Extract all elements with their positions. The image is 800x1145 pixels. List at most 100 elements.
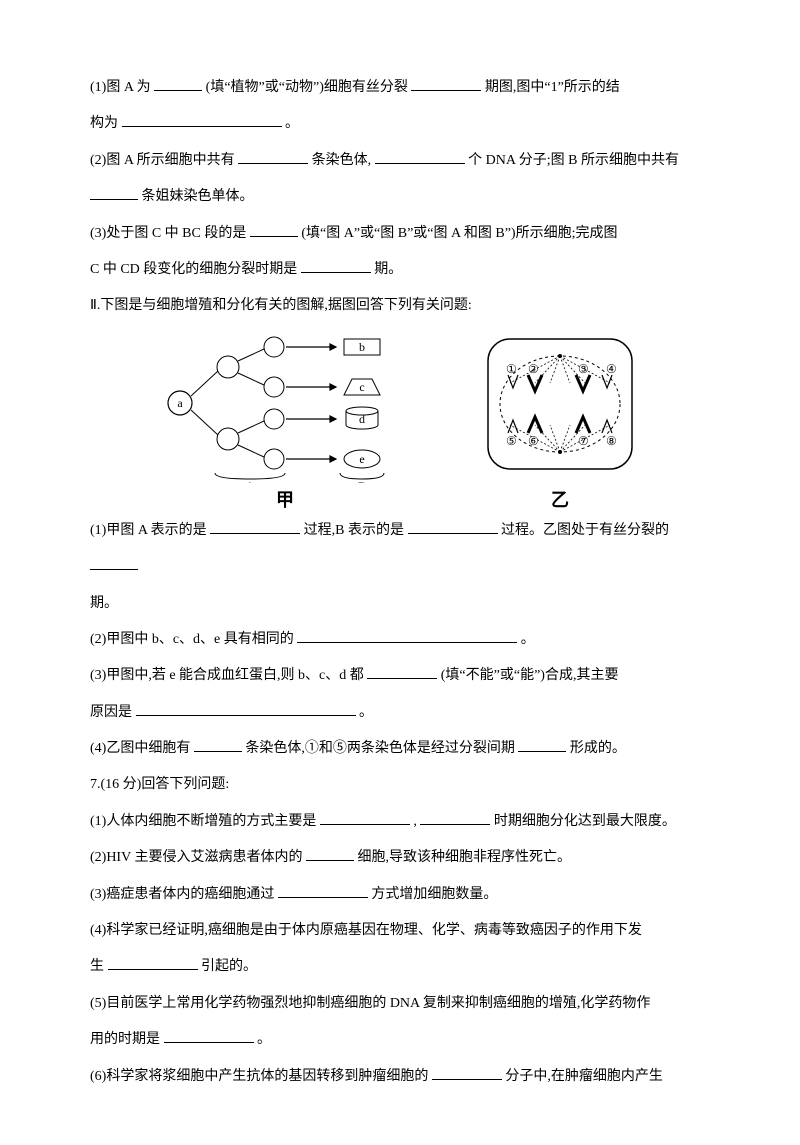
- text: 条染色体,: [312, 153, 372, 168]
- blank: [122, 112, 282, 127]
- text: ,: [413, 814, 417, 829]
- blank: [301, 258, 371, 273]
- text: 原因是: [90, 705, 132, 720]
- text: 分子中,在肿瘤细胞内产生: [505, 1069, 663, 1084]
- q7-4: (4)科学家已经证明,癌细胞是由于体内原癌基因在物理、化学、病毒等致癌因子的作用…: [90, 913, 710, 949]
- blank: [278, 883, 368, 898]
- s1-q2: (2)图 A 所示细胞中共有 条染色体, 个 DNA 分子;图 B 所示细胞中共…: [90, 143, 710, 179]
- shape-b: b: [359, 340, 365, 354]
- blank: [367, 664, 437, 679]
- yi-num-7: ⑦: [578, 434, 589, 448]
- text: 方式增加细胞数量。: [371, 887, 497, 902]
- s2-q1b: 期。: [90, 586, 710, 622]
- blank: [375, 149, 465, 164]
- text: 期。: [90, 596, 118, 611]
- q7-1: (1)人体内细胞不断增殖的方式主要是 , 时期细胞分化达到最大限度。: [90, 804, 710, 840]
- text: 期图,图中“1”所示的结: [485, 80, 620, 95]
- text: 生: [90, 959, 104, 974]
- text: 。: [359, 705, 373, 720]
- s1-q3b: C 中 CD 段变化的细胞分裂时期是 期。: [90, 252, 710, 288]
- brace-B: B: [358, 479, 366, 483]
- q7-5b: 用的时期是 。: [90, 1022, 710, 1058]
- blank: [411, 76, 481, 91]
- brace-A: A: [246, 479, 255, 483]
- page-root: (1)图 A 为 (填“植物”或“动物”)细胞有丝分裂 期图,图中“1”所示的结…: [0, 0, 800, 1145]
- blank: [518, 737, 566, 752]
- s2-q4: (4)乙图中细胞有 条染色体,①和⑤两条染色体是经过分裂间期 形成的。: [90, 731, 710, 767]
- text: 条姐妹染色单体。: [142, 189, 254, 204]
- q7-2: (2)HIV 主要侵入艾滋病患者体内的 细胞,导致该种细胞非程序性死亡。: [90, 840, 710, 876]
- blank: [432, 1065, 502, 1080]
- yi-num-8: ⑧: [606, 434, 617, 448]
- text: (1)人体内细胞不断增殖的方式主要是: [90, 814, 316, 829]
- q7-head: 7.(16 分)回答下列问题:: [90, 767, 710, 803]
- text: (3)处于图 C 中 BC 段的是: [90, 226, 246, 241]
- blank: [408, 519, 498, 534]
- yi-num-3: ③: [578, 362, 589, 376]
- blank: [136, 701, 356, 716]
- shape-d: d: [359, 412, 365, 426]
- text: (3)甲图中,若 e 能合成血红蛋白,则 b、c、d 都: [90, 668, 364, 683]
- text: (3)癌症患者体内的癌细胞通过: [90, 887, 274, 902]
- fig-label-yi: 乙: [480, 491, 640, 509]
- yi-num-4: ④: [606, 362, 617, 376]
- q7-3: (3)癌症患者体内的癌细胞通过 方式增加细胞数量。: [90, 877, 710, 913]
- blank: [90, 555, 138, 570]
- text: (1)图 A 为: [90, 80, 151, 95]
- text: 。: [285, 116, 299, 131]
- q7-5: (5)目前医学上常用化学药物强烈地抑制癌细胞的 DNA 复制来抑制癌细胞的增殖,…: [90, 986, 710, 1022]
- yi-num-6: ⑥: [528, 434, 539, 448]
- node-a: a: [177, 396, 183, 410]
- figure-jia: a: [160, 333, 410, 509]
- blank: [420, 810, 490, 825]
- blank: [238, 149, 308, 164]
- text: C 中 CD 段变化的细胞分裂时期是: [90, 262, 297, 277]
- blank: [297, 628, 517, 643]
- q7-6: (6)科学家将浆细胞中产生抗体的基因转移到肿瘤细胞的 分子中,在肿瘤细胞内产生: [90, 1059, 710, 1095]
- text: 条染色体,①和⑤两条染色体是经过分裂间期: [245, 741, 515, 756]
- text: (填“植物”或“动物”)细胞有丝分裂: [206, 80, 408, 95]
- text: 时期细胞分化达到最大限度。: [494, 814, 676, 829]
- blank: [154, 76, 202, 91]
- s2-q3: (3)甲图中,若 e 能合成血红蛋白,则 b、c、d 都 (填“不能”或“能”)…: [90, 658, 710, 694]
- blank: [210, 519, 300, 534]
- blank: [250, 222, 298, 237]
- s2-q2: (2)甲图中 b、c、d、e 具有相同的 。: [90, 622, 710, 658]
- text: 个 DNA 分子;图 B 所示细胞中共有: [468, 153, 679, 168]
- s2-q1: (1)甲图 A 表示的是 过程,B 表示的是 过程。乙图处于有丝分裂的: [90, 513, 710, 586]
- blank: [108, 955, 198, 970]
- text: 形成的。: [570, 741, 626, 756]
- text: (4)科学家已经证明,癌细胞是由于体内原癌基因在物理、化学、病毒等致癌因子的作用…: [90, 923, 642, 938]
- s1-q1: (1)图 A 为 (填“植物”或“动物”)细胞有丝分裂 期图,图中“1”所示的结: [90, 70, 710, 106]
- text: 期。: [374, 262, 402, 277]
- yi-num-5: ⑤: [506, 434, 517, 448]
- q7-4b: 生 引起的。: [90, 949, 710, 985]
- fig-label-jia: 甲: [160, 491, 410, 509]
- text: (2)HIV 主要侵入艾滋病患者体内的: [90, 850, 302, 865]
- shape-e: e: [359, 452, 364, 466]
- text: 细胞,导致该种细胞非程序性死亡。: [357, 850, 571, 865]
- text: (填“不能”或“能”)合成,其主要: [441, 668, 619, 683]
- text: 。: [257, 1032, 271, 1047]
- shape-c: c: [359, 380, 364, 394]
- s2-intro: Ⅱ.下图是与细胞增殖和分化有关的图解,据图回答下列有关问题:: [90, 288, 710, 324]
- s2-q3b: 原因是 。: [90, 695, 710, 731]
- yi-num-2: ②: [528, 362, 539, 376]
- s1-q2b: 条姐妹染色单体。: [90, 179, 710, 215]
- blank: [90, 185, 138, 200]
- text: 过程。乙图处于有丝分裂的: [501, 523, 669, 538]
- text: 用的时期是: [90, 1032, 160, 1047]
- s1-q1b: 构为 。: [90, 106, 710, 142]
- text: (填“图 A”或“图 B”或“图 A 和图 B”)所示细胞;完成图: [301, 226, 617, 241]
- yi-num-1: ①: [506, 362, 517, 376]
- text: Ⅱ.下图是与细胞增殖和分化有关的图解,据图回答下列有关问题:: [90, 298, 472, 313]
- figure-yi: ① ② ③ ④ ⑤ ⑥ ⑦ ⑧ 乙: [480, 333, 640, 509]
- text: (6)科学家将浆细胞中产生抗体的基因转移到肿瘤细胞的: [90, 1069, 428, 1084]
- blank: [164, 1028, 254, 1043]
- text: (2)图 A 所示细胞中共有: [90, 153, 235, 168]
- s1-q3: (3)处于图 C 中 BC 段的是 (填“图 A”或“图 B”或“图 A 和图 …: [90, 216, 710, 252]
- text: 过程,B 表示的是: [304, 523, 404, 538]
- text: 引起的。: [201, 959, 257, 974]
- text: (4)乙图中细胞有: [90, 741, 190, 756]
- text: (2)甲图中 b、c、d、e 具有相同的: [90, 632, 294, 647]
